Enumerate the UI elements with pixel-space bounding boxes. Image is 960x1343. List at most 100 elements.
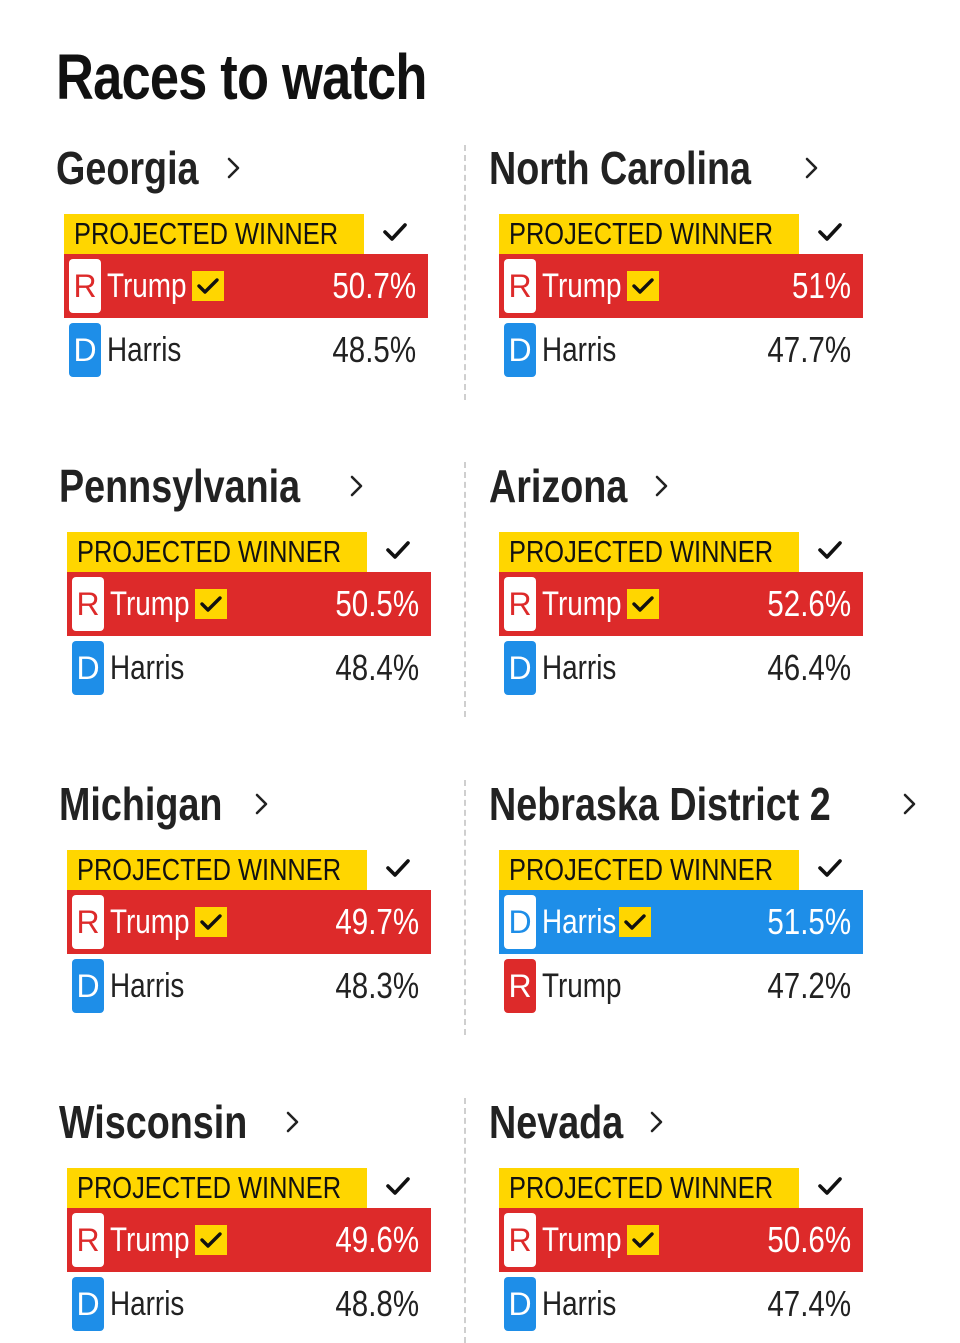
race-name: North Carolina [489,142,751,194]
party-badge: D [504,1277,536,1331]
candidate-name: Trump [110,1220,190,1259]
winner-row: R Trump 49.6% [67,1208,431,1272]
vote-percentage: 51% [791,265,851,306]
projected-winner-label: PROJECTED WINNER [509,216,774,251]
race-name: Pennsylvania [59,460,301,512]
race-card-wisconsin: Wisconsin PROJECTED WINNER R Trump 49.6%… [59,1096,459,1336]
vote-percentage: 50.6% [767,1219,851,1260]
party-badge: D [69,323,101,377]
chevron-right-icon [224,154,244,182]
party-badge: D [72,641,104,695]
vote-percentage: 48.3% [335,965,419,1006]
projected-winner-label: PROJECTED WINNER [77,534,342,569]
party-badge: R [72,577,104,631]
projected-winner-banner: PROJECTED WINNER [499,532,842,572]
candidate-name: Trump [110,902,190,941]
winner-check-icon [627,589,659,619]
race-card-michigan: Michigan PROJECTED WINNER R Trump 49.7% … [59,778,459,1018]
race-name: Michigan [59,778,223,830]
winner-check-icon [195,589,227,619]
candidate-name: Harris [110,1284,185,1323]
race-card-georgia: Georgia PROJECTED WINNER R Trump 50.7% D… [56,142,456,382]
race-card-arizona: Arizona PROJECTED WINNER R Trump 52.6% D… [489,460,889,700]
column-divider [464,780,466,1035]
race-link[interactable]: Wisconsin [59,1096,459,1148]
winner-check-icon [619,907,651,937]
check-icon [385,1175,411,1202]
race-card-nebraska-district-2: Nebraska District 2 PROJECTED WINNER D H… [489,778,916,1018]
candidate-row: D Harris 48.8% [67,1272,431,1336]
vote-percentage: 48.4% [335,647,419,688]
race-link[interactable]: Nevada [489,1096,889,1148]
race-link[interactable]: Arizona [489,460,889,512]
column-divider [464,1098,466,1343]
chevron-right-icon [652,472,672,500]
party-badge: D [72,1277,104,1331]
projected-winner-label: PROJECTED WINNER [509,852,774,887]
chevron-right-icon [347,472,367,500]
party-badge: D [72,959,104,1013]
candidate-name: Harris [542,648,617,687]
race-link[interactable]: Pennsylvania [59,460,459,512]
winner-check-icon [627,1225,659,1255]
race-link[interactable]: Michigan [59,778,459,830]
column-divider [464,462,466,717]
race-card-north-carolina: North Carolina PROJECTED WINNER R Trump … [489,142,889,382]
candidate-name: Trump [542,966,622,1005]
party-badge: R [72,895,104,949]
race-card-pennsylvania: Pennsylvania PROJECTED WINNER R Trump 50… [59,460,459,700]
party-badge: R [504,259,536,313]
vote-percentage: 51.5% [767,901,851,942]
candidate-name: Harris [542,902,617,941]
vote-percentage: 50.7% [332,265,416,306]
chevron-right-icon [802,154,822,182]
check-icon [817,1175,843,1202]
race-name: Wisconsin [59,1096,248,1148]
party-badge: R [69,259,101,313]
race-link[interactable]: Nebraska District 2 [489,778,916,830]
winner-check-icon [195,907,227,937]
candidate-name: Harris [542,1284,617,1323]
projected-winner-banner: PROJECTED WINNER [67,532,410,572]
candidate-name: Trump [107,266,187,305]
race-card-nevada: Nevada PROJECTED WINNER R Trump 50.6% D … [489,1096,889,1336]
winner-check-icon [627,271,659,301]
vote-percentage: 49.6% [335,1219,419,1260]
party-badge: D [504,641,536,695]
race-name: Nevada [489,1096,624,1148]
party-badge: D [504,323,536,377]
candidate-name: Harris [110,648,185,687]
winner-row: R Trump 50.5% [67,572,431,636]
party-badge: R [504,577,536,631]
winner-row: D Harris 51.5% [499,890,863,954]
party-badge: R [72,1213,104,1267]
candidate-row: D Harris 48.4% [67,636,431,700]
page-title: Races to watch [56,41,427,113]
candidate-name: Trump [110,584,190,623]
race-name: Arizona [489,460,628,512]
chevron-right-icon [283,1108,303,1136]
check-icon [817,857,843,884]
candidate-name: Harris [542,330,617,369]
winner-row: R Trump 52.6% [499,572,863,636]
vote-percentage: 48.5% [332,329,416,370]
vote-percentage: 52.6% [767,583,851,624]
race-link[interactable]: North Carolina [489,142,889,194]
race-name: Nebraska District 2 [489,778,831,830]
candidate-name: Trump [542,584,622,623]
race-link[interactable]: Georgia [56,142,456,194]
projected-winner-banner: PROJECTED WINNER [64,214,407,254]
chevron-right-icon [252,790,272,818]
projected-winner-banner: PROJECTED WINNER [67,850,410,890]
candidate-row: D Harris 48.3% [67,954,431,1018]
vote-percentage: 47.7% [767,329,851,370]
winner-row: R Trump 51% [499,254,863,318]
vote-percentage: 47.2% [767,965,851,1006]
chevron-right-icon [900,790,920,818]
check-icon [817,539,843,566]
winner-row: R Trump 49.7% [67,890,431,954]
projected-winner-label: PROJECTED WINNER [77,1170,342,1205]
projected-winner-banner: PROJECTED WINNER [499,850,842,890]
candidate-row: D Harris 47.4% [499,1272,863,1336]
race-name: Georgia [56,142,199,194]
